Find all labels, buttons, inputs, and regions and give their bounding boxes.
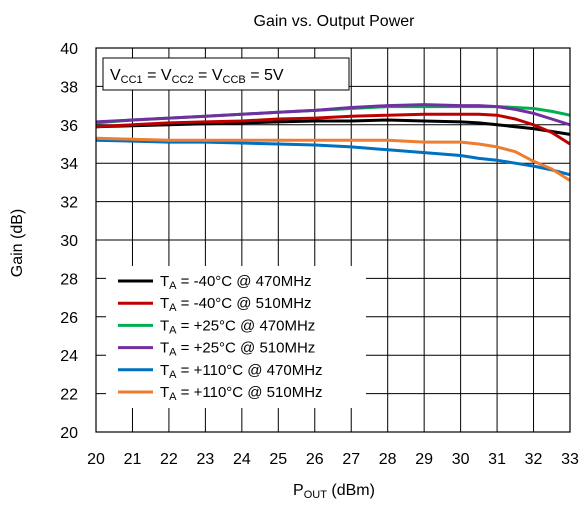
legend-label-5: TA = +110°C @ 510MHz bbox=[160, 384, 323, 403]
legend-label-4: TA = +110°C @ 470MHz bbox=[160, 362, 323, 381]
y-tick-label: 40 bbox=[60, 41, 78, 58]
series-line-0 bbox=[95, 118, 571, 136]
x-tick-label: 30 bbox=[452, 451, 470, 468]
legend-label-sub: A bbox=[169, 391, 177, 403]
legend-label-main: T bbox=[160, 340, 169, 357]
chart-title: Gain vs. Output Power bbox=[254, 13, 416, 30]
legend-label-main: T bbox=[160, 362, 169, 379]
x-tick-label: 21 bbox=[124, 451, 142, 468]
legend-label-rest: = -40°C @ 470MHz bbox=[177, 273, 312, 290]
x-tick-label: 23 bbox=[196, 451, 214, 468]
x-tick-label: 32 bbox=[525, 451, 543, 468]
x-tick-label: 31 bbox=[488, 451, 506, 468]
y-tick-label: 26 bbox=[60, 310, 78, 327]
axes bbox=[95, 47, 571, 433]
annotation-part: V bbox=[110, 67, 121, 84]
series-line-4 bbox=[95, 138, 571, 177]
legend-label-rest: = +110°C @ 470MHz bbox=[177, 362, 323, 379]
y-tick-label: 32 bbox=[60, 195, 78, 212]
x-tick-label: 29 bbox=[415, 451, 433, 468]
series-line-3 bbox=[95, 103, 571, 127]
y-tick-label: 38 bbox=[60, 79, 78, 96]
legend-label-sub: A bbox=[169, 302, 177, 314]
annotation-part: CC2 bbox=[172, 74, 194, 86]
legend-label-3: TA = +25°C @ 510MHz bbox=[160, 340, 315, 359]
legend-label-main: T bbox=[160, 317, 169, 334]
series-line-5 bbox=[95, 136, 571, 182]
y-tick-label: 34 bbox=[60, 156, 78, 173]
y-tick-label: 30 bbox=[60, 233, 78, 250]
supply-voltage-annotation: VCC1 = VCC2 = VCCB = 5V bbox=[102, 57, 350, 91]
x-tick-labels: 20 21 22 23 24 25 26 27 28 29 30 31 32 33 bbox=[87, 451, 579, 468]
plot-border bbox=[95, 47, 571, 433]
y-tick-label: 20 bbox=[60, 425, 78, 442]
y-tick-label: 24 bbox=[60, 348, 78, 365]
x-tick-label: 25 bbox=[269, 451, 287, 468]
legend-label-1: TA = -40°C @ 510MHz bbox=[160, 295, 312, 314]
x-tick-label: 20 bbox=[87, 451, 105, 468]
series-line-1 bbox=[95, 112, 571, 146]
annotation-box bbox=[102, 57, 350, 91]
legend-background bbox=[106, 266, 366, 408]
y-tick-label: 28 bbox=[60, 271, 78, 288]
x-axis-label-sub: OUT bbox=[304, 489, 328, 501]
annotation-part: CCB bbox=[223, 74, 246, 86]
legend-label-main: T bbox=[160, 295, 169, 312]
y-tick-label: 22 bbox=[60, 387, 78, 404]
legend-label-rest: = -40°C @ 510MHz bbox=[177, 295, 312, 312]
x-tick-label: 22 bbox=[160, 451, 178, 468]
y-tick-label: 36 bbox=[60, 118, 78, 135]
annotation-part: = 5V bbox=[246, 67, 284, 84]
annotation-part: = V bbox=[143, 67, 172, 84]
legend-label-rest: = +25°C @ 470MHz bbox=[177, 317, 316, 334]
x-tick-label: 27 bbox=[342, 451, 360, 468]
x-axis-label: POUT (dBm) bbox=[293, 482, 375, 501]
legend-label-main: T bbox=[160, 273, 169, 290]
x-axis-label-rest: (dBm) bbox=[327, 482, 375, 499]
annotation-text: VCC1 = VCC2 = VCCB = 5V bbox=[110, 67, 284, 86]
series-lines bbox=[95, 103, 571, 182]
x-tick-label: 26 bbox=[306, 451, 324, 468]
legend-label-sub: A bbox=[169, 346, 177, 358]
legend-label-rest: = +110°C @ 510MHz bbox=[177, 384, 323, 401]
legend-label-sub: A bbox=[169, 369, 177, 381]
x-axis-label-main: P bbox=[293, 482, 304, 499]
legend-label-2: TA = +25°C @ 470MHz bbox=[160, 317, 315, 336]
legend-label-sub: A bbox=[169, 280, 177, 292]
x-tick-label: 24 bbox=[233, 451, 251, 468]
legend-label-0: TA = -40°C @ 470MHz bbox=[160, 273, 312, 292]
legend-label-main: T bbox=[160, 384, 169, 401]
legend-label-rest: = +25°C @ 510MHz bbox=[177, 340, 316, 357]
y-tick-labels: 20 22 24 26 28 30 32 34 36 38 40 bbox=[60, 41, 78, 442]
y-axis-label: Gain (dB) bbox=[9, 209, 26, 277]
x-tick-label: 28 bbox=[379, 451, 397, 468]
annotation-part: = V bbox=[194, 67, 223, 84]
legend-label-sub: A bbox=[169, 324, 177, 336]
x-tick-label: 33 bbox=[561, 451, 579, 468]
annotation-part: CC1 bbox=[121, 74, 143, 86]
